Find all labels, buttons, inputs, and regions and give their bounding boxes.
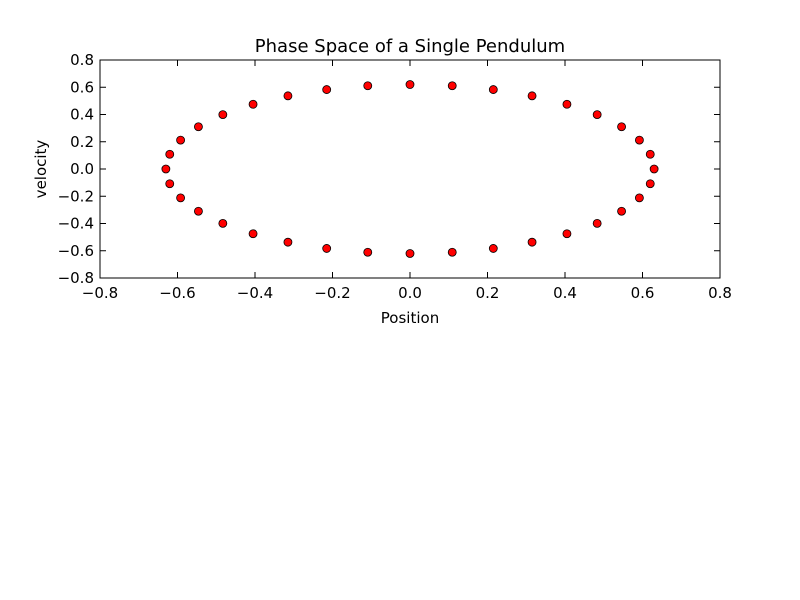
point [322, 244, 332, 253]
point [447, 247, 457, 257]
point [617, 122, 626, 132]
x-tick-label: −0.6 [159, 284, 195, 302]
point [165, 149, 175, 159]
point [248, 99, 258, 109]
y-tick-label: −0.6 [58, 242, 94, 260]
x-tick-label: 0.0 [398, 284, 422, 302]
point [363, 247, 373, 257]
x-tick-label: 0.2 [476, 284, 500, 302]
y-tick-label: 0.4 [70, 106, 94, 124]
point [176, 193, 186, 203]
point [645, 149, 655, 159]
point [562, 99, 572, 109]
point [165, 179, 175, 189]
x-tick-label: −0.8 [82, 284, 118, 302]
point [645, 179, 655, 189]
y-tick-label: −0.4 [58, 215, 94, 233]
point [488, 244, 498, 253]
point [635, 135, 644, 145]
point [635, 193, 644, 203]
point [447, 81, 457, 91]
point [649, 164, 659, 174]
point [218, 218, 228, 228]
point [322, 85, 332, 94]
point [527, 91, 537, 101]
y-tick-label: −0.2 [58, 187, 94, 205]
y-tick-label: 0.2 [70, 133, 94, 151]
x-tick-label: −0.4 [237, 284, 273, 302]
y-axis-label: velocity [32, 140, 50, 199]
point [488, 85, 498, 94]
y-tick-label: 0.0 [70, 160, 94, 178]
point [617, 206, 626, 216]
point [405, 80, 415, 89]
point [194, 122, 203, 132]
point [592, 110, 602, 120]
point [218, 110, 228, 120]
point [248, 229, 258, 239]
point [161, 164, 171, 174]
y-tick-label: 0.8 [70, 51, 94, 69]
point [562, 229, 572, 239]
x-axis-label: Position [381, 309, 439, 327]
y-tick-label: −0.8 [58, 269, 94, 287]
point [363, 81, 373, 91]
point [592, 218, 602, 228]
x-tick-label: 0.8 [708, 284, 732, 302]
point [176, 135, 186, 145]
x-tick-label: 0.6 [631, 284, 655, 302]
x-tick-label: −0.2 [314, 284, 350, 302]
point [405, 249, 415, 258]
point [283, 237, 293, 247]
point [527, 237, 537, 247]
chart-title: Phase Space of a Single Pendulum [255, 36, 565, 57]
point [283, 91, 293, 101]
y-tick-label: 0.6 [70, 78, 94, 96]
x-tick-label: 0.4 [553, 284, 577, 302]
point [194, 206, 203, 216]
plot-frame [99, 59, 721, 279]
